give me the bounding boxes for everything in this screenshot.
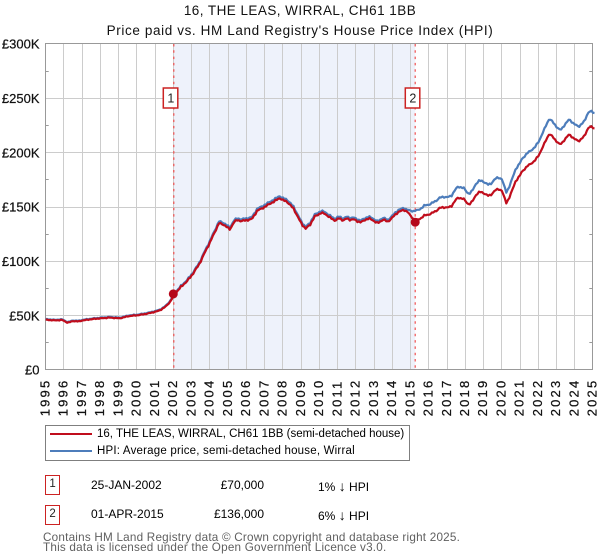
svg-text:2025: 2025 bbox=[585, 379, 600, 417]
svg-text:£50K: £50K bbox=[9, 308, 40, 323]
svg-text:2009: 2009 bbox=[293, 379, 308, 417]
svg-text:1995: 1995 bbox=[37, 379, 52, 417]
svg-text:1996: 1996 bbox=[56, 379, 71, 417]
svg-text:2015: 2015 bbox=[402, 379, 417, 417]
svg-text:2000: 2000 bbox=[129, 379, 144, 417]
svg-text:2007: 2007 bbox=[256, 379, 271, 417]
svg-text:1997: 1997 bbox=[74, 379, 89, 417]
svg-text:2010: 2010 bbox=[311, 379, 326, 417]
svg-text:2011: 2011 bbox=[329, 380, 344, 417]
svg-text:2002: 2002 bbox=[165, 379, 180, 417]
svg-text:2004: 2004 bbox=[202, 379, 217, 417]
svg-text:£0: £0 bbox=[25, 363, 39, 378]
svg-text:2022: 2022 bbox=[530, 379, 545, 417]
svg-text:2016: 2016 bbox=[421, 379, 436, 417]
svg-text:2024: 2024 bbox=[567, 379, 582, 417]
svg-text:£200K: £200K bbox=[2, 145, 40, 160]
svg-text:£100K: £100K bbox=[2, 254, 40, 269]
svg-text:1: 1 bbox=[167, 92, 174, 106]
svg-text:2005: 2005 bbox=[220, 379, 235, 417]
svg-text:2021: 2021 bbox=[512, 379, 527, 417]
svg-text:2: 2 bbox=[409, 92, 416, 106]
svg-text:2020: 2020 bbox=[494, 379, 509, 417]
svg-text:2023: 2023 bbox=[548, 379, 563, 417]
svg-text:£250K: £250K bbox=[2, 91, 40, 106]
svg-text:2008: 2008 bbox=[275, 379, 290, 417]
svg-text:£300K: £300K bbox=[2, 37, 40, 52]
svg-text:1998: 1998 bbox=[92, 379, 107, 417]
svg-text:2018: 2018 bbox=[457, 379, 472, 417]
svg-text:2013: 2013 bbox=[366, 379, 381, 417]
svg-text:2019: 2019 bbox=[475, 379, 490, 417]
svg-text:1999: 1999 bbox=[110, 379, 125, 417]
svg-text:2017: 2017 bbox=[439, 379, 454, 417]
svg-text:£150K: £150K bbox=[2, 200, 40, 215]
svg-text:2012: 2012 bbox=[348, 379, 363, 417]
svg-text:2003: 2003 bbox=[183, 379, 198, 417]
svg-text:2014: 2014 bbox=[384, 379, 399, 417]
svg-text:2001: 2001 bbox=[147, 379, 162, 417]
svg-text:2006: 2006 bbox=[238, 379, 253, 417]
